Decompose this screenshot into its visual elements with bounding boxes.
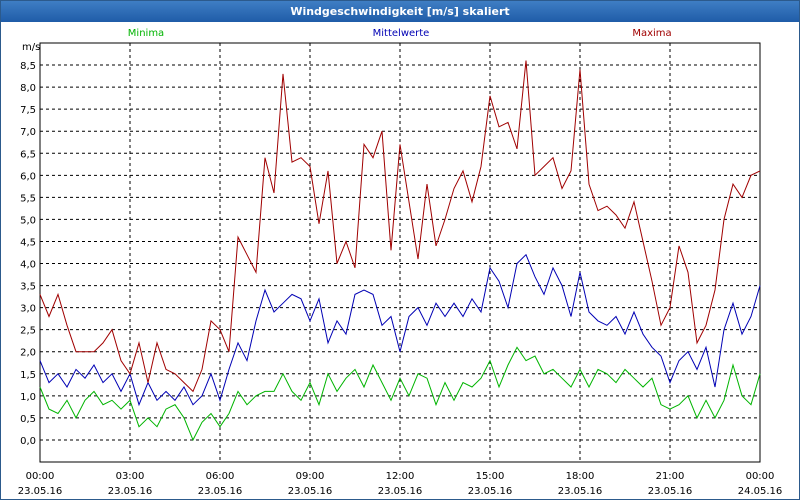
grid: [40, 43, 760, 462]
y-tick-label: 8,0: [20, 83, 36, 94]
x-tick-time: 00:00: [746, 471, 775, 482]
series-line-mittelwerte: [39, 253, 761, 407]
x-tick-date: 23.05.16: [288, 486, 333, 497]
y-tick-label: 5,0: [20, 215, 36, 226]
x-tick-date: 23.05.16: [468, 486, 513, 497]
y-axis: 8,5 8,0 7,5 7,0 6,5 6,0 5,5 5,0 4,5 4,0 3,5 3,0 2,5 2…: [20, 61, 36, 447]
y-tick-label: 1,5: [20, 370, 36, 381]
y-tick-label: 7,0: [20, 127, 36, 138]
y-tick-label: 3,5: [20, 282, 36, 293]
y-tick-label: 2,0: [20, 348, 36, 359]
y-tick-label: 3,0: [20, 304, 36, 315]
x-tick-date: 23.05.16: [198, 486, 243, 497]
y-tick-label: 4,0: [20, 260, 36, 271]
x-tick-date: 23.05.16: [558, 486, 603, 497]
x-tick-time: 18:00: [566, 471, 595, 482]
y-tick-label: 6,0: [20, 171, 36, 182]
legend-entry-mittelwerte: Mittelwerte: [373, 28, 430, 39]
legend-entry-minima: Minima: [128, 28, 164, 39]
y-tick-label: 0,0: [20, 436, 36, 447]
x-tick-time: 09:00: [296, 471, 325, 482]
y-tick-label: 1,0: [20, 392, 36, 403]
series-line-minima: [39, 346, 761, 442]
y-tick-label: 2,5: [20, 326, 36, 337]
y-axis-label: m/s: [22, 42, 40, 53]
y-tick-label: 0,5: [20, 414, 36, 425]
plot-area: [39, 42, 761, 463]
series-line-maxima: [39, 60, 761, 393]
y-tick-label: 7,5: [20, 105, 36, 116]
series-lines: [39, 60, 761, 442]
legend-entry-maxima: Maxima: [632, 28, 671, 39]
x-tick-date: 23.05.16: [18, 486, 63, 497]
y-tick-label: 8,5: [20, 61, 36, 72]
x-tick-time: 03:00: [116, 471, 145, 482]
x-tick-date: 24.05.16: [738, 486, 783, 497]
x-tick-date: 23.05.16: [648, 486, 693, 497]
x-tick-time: 21:00: [656, 471, 685, 482]
y-tick-label: 6,5: [20, 149, 36, 160]
x-tick-time: 00:00: [26, 471, 55, 482]
legend: Minima Mittelwerte Maxima: [128, 28, 672, 39]
x-tick-time: 15:00: [476, 471, 505, 482]
x-tick-time: 06:00: [206, 471, 235, 482]
y-tick-label: 4,5: [20, 237, 36, 248]
x-tick-date: 23.05.16: [378, 486, 423, 497]
x-tick-time: 12:00: [386, 471, 415, 482]
x-tick-date: 23.05.16: [108, 486, 153, 497]
y-tick-label: 5,5: [20, 193, 36, 204]
chart-title: Windgeschwindigkeit [m/s] skaliert: [1, 1, 799, 22]
x-axis: 00:00 23.05.16 03:00 23.05.16 06:00 23.05.16 0…: [18, 471, 783, 497]
